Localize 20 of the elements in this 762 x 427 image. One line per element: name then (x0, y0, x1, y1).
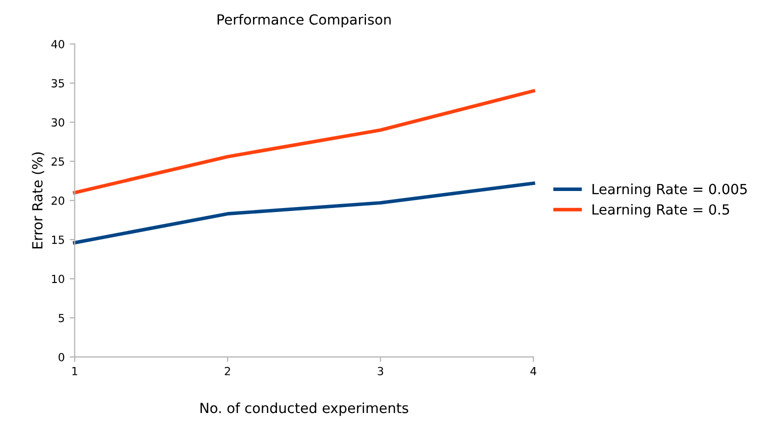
x-tick-label: 1 (72, 367, 78, 376)
y-tick-label: 40 (51, 40, 64, 48)
y-tick-label: 15 (52, 236, 64, 244)
y-tick-label: 35 (52, 79, 64, 88)
line-series (72, 89, 536, 194)
x-tick-label: 3 (378, 366, 384, 376)
line-series (72, 182, 536, 244)
chart-title: Performance Comparison (218, 14, 391, 28)
x-tick-label: 2 (224, 366, 230, 376)
y-tick-label: 0 (58, 352, 64, 362)
legend-label: Learning Rate = 0.005 (592, 184, 747, 198)
y-tick-label: 20 (52, 196, 64, 205)
y-tick-label: 5 (58, 314, 64, 322)
y-axis-title: Error Rate (%) (32, 152, 44, 248)
legend-label: Learning Rate = 0.5 (592, 204, 730, 218)
y-tick-label: 25 (52, 157, 64, 166)
y-tick-label: 30 (52, 118, 64, 127)
y-tick-label: 10 (52, 274, 64, 284)
x-tick-label: 4 (530, 367, 536, 376)
x-axis-title: No. of conducted experiments (200, 402, 408, 416)
